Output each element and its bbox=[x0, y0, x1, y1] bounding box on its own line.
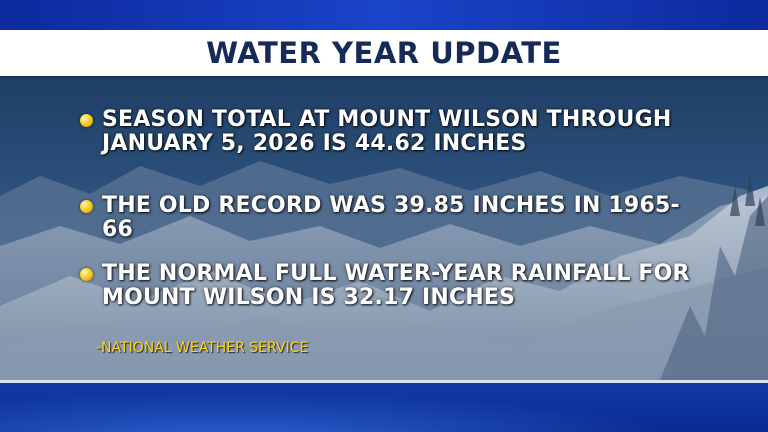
top-blue-bar bbox=[0, 0, 768, 30]
bullet-dot-icon bbox=[80, 268, 93, 281]
page-title: WATER YEAR UPDATE bbox=[206, 36, 562, 70]
title-band: WATER YEAR UPDATE bbox=[0, 30, 768, 76]
bullet-text: THE OLD RECORD WAS 39.85 INCHES IN 1965-… bbox=[102, 193, 680, 242]
bullet-text: SEASON TOTAL AT MOUNT WILSON THROUGH JAN… bbox=[102, 107, 672, 156]
content-panel: SEASON TOTAL AT MOUNT WILSON THROUGH JAN… bbox=[0, 76, 768, 380]
bottom-blue-bar bbox=[0, 383, 768, 432]
bullet-dot-icon bbox=[80, 200, 93, 213]
panel-bottom-edge bbox=[0, 380, 768, 383]
bullet-text: THE NORMAL FULL WATER-YEAR RAINFALL FOR … bbox=[102, 261, 690, 310]
snowy-mountains-background bbox=[0, 161, 768, 380]
bullet-list: SEASON TOTAL AT MOUNT WILSON THROUGH JAN… bbox=[0, 76, 768, 380]
source-attribution: -NATIONAL WEATHER SERVICE bbox=[96, 340, 309, 356]
bullet-dot-icon bbox=[80, 114, 93, 127]
